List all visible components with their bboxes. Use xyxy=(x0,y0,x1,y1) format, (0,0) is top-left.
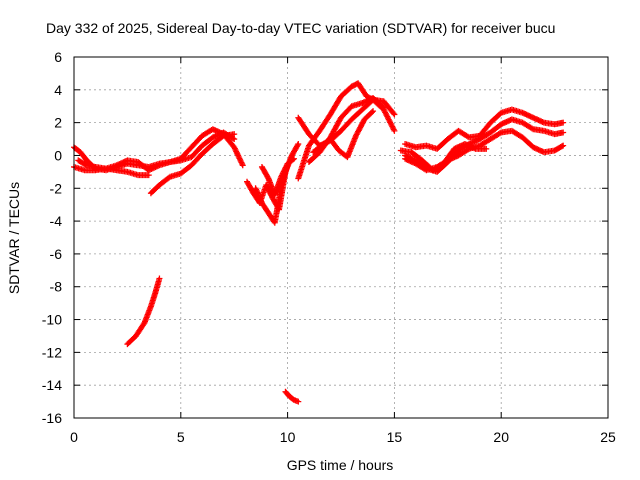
data-point xyxy=(380,104,387,111)
y-tick-label: -4 xyxy=(50,213,63,229)
data-point xyxy=(391,111,398,118)
x-axis-label: GPS time / hours xyxy=(287,457,394,473)
data-point xyxy=(391,127,398,134)
data-point xyxy=(156,275,163,282)
y-tick-label: 4 xyxy=(54,82,62,98)
plot-frame xyxy=(73,56,609,419)
data-point xyxy=(483,145,490,152)
data-point xyxy=(231,131,238,138)
data-points xyxy=(71,80,567,405)
data-point xyxy=(239,162,246,169)
y-tick-label: -16 xyxy=(42,410,62,426)
y-tick-labels: -16 -14 -12 -10 -8 -6 -4 -2 0 2 4 6 xyxy=(42,49,62,426)
grid xyxy=(74,57,608,418)
data-point xyxy=(368,109,375,116)
y-tick-label: -8 xyxy=(50,279,63,295)
x-tick-label: 20 xyxy=(493,429,509,445)
x-tick-label: 25 xyxy=(600,429,616,445)
y-tick-label: 2 xyxy=(54,115,62,131)
data-point xyxy=(294,142,301,149)
series-arc-5 xyxy=(124,275,163,348)
series-arc-8 xyxy=(258,155,298,198)
x-tick-label: 10 xyxy=(280,429,296,445)
x-tick-labels: 0 5 10 15 20 25 xyxy=(70,429,616,445)
data-point xyxy=(379,103,386,110)
data-point xyxy=(289,156,296,163)
data-point xyxy=(560,142,567,149)
series-arc-9 xyxy=(295,80,398,182)
series-arc-12 xyxy=(310,108,377,161)
y-tick-label: -10 xyxy=(42,312,62,328)
x-tick-label: 5 xyxy=(177,429,185,445)
axis-ticks xyxy=(73,56,609,419)
series-arc-6 xyxy=(244,140,302,213)
series-arc-17 xyxy=(282,388,302,405)
data-point xyxy=(390,110,397,117)
series-arc-16 xyxy=(397,140,490,174)
y-tick-label: 6 xyxy=(54,49,62,65)
data-point xyxy=(560,129,567,136)
y-axis-label: SDTVAR / TECUs xyxy=(6,182,22,294)
series-arc-11 xyxy=(305,95,387,166)
series-arc-4 xyxy=(147,131,238,197)
y-tick-label: -6 xyxy=(50,246,63,262)
data-point xyxy=(291,155,298,162)
series-arc-2 xyxy=(71,129,238,174)
chart-title: Day 332 of 2025, Sidereal Day-to-day VTE… xyxy=(46,20,555,36)
data-point xyxy=(145,172,152,179)
data-point xyxy=(295,140,302,147)
series-arc-13 xyxy=(402,106,567,152)
data-point xyxy=(219,133,226,140)
y-tick-label: -12 xyxy=(42,344,62,360)
data-point xyxy=(496,130,503,137)
x-tick-label: 15 xyxy=(387,429,403,445)
y-tick-label: -14 xyxy=(42,377,62,393)
data-point xyxy=(558,143,565,150)
series-arc-3 xyxy=(75,157,152,179)
data-point xyxy=(560,119,567,126)
y-tick-label: -2 xyxy=(50,180,63,196)
data-point xyxy=(295,398,302,405)
data-point xyxy=(528,125,535,132)
x-tick-label: 0 xyxy=(70,429,78,445)
data-point xyxy=(370,108,377,115)
y-tick-label: 0 xyxy=(54,147,62,163)
